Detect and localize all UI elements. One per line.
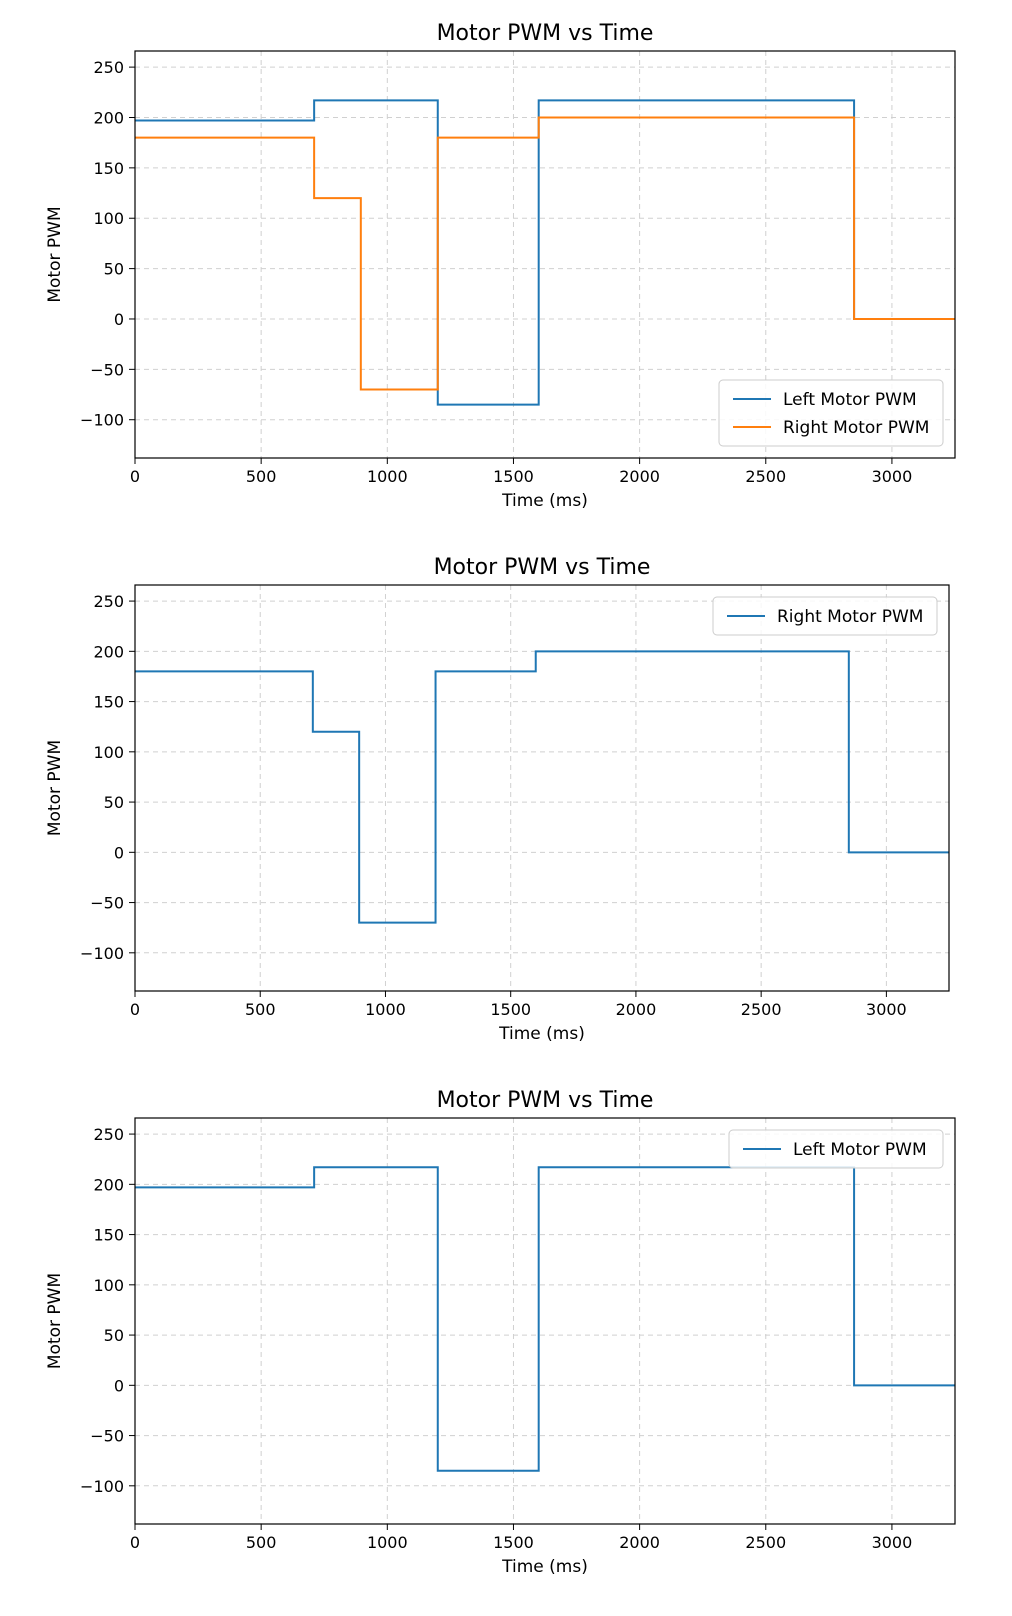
- chart-3: 0 500 1000 1500 2000 2500 3000 −100 −50 0 50 100 150…: [45, 1088, 956, 1577]
- legend-label: Right Motor PWM: [777, 607, 923, 627]
- y-tick-label: −100: [80, 411, 124, 430]
- plot-area: [135, 1118, 955, 1524]
- series-line-1: [135, 650, 949, 924]
- chart-title: Motor PWM vs Time: [437, 1088, 654, 1113]
- legend-box: [728, 1129, 944, 1169]
- y-tick-label: 150: [93, 693, 124, 712]
- legend-box: [718, 379, 944, 447]
- y-axis-label: Motor PWM: [45, 1273, 65, 1369]
- y-tick-label: 200: [93, 1175, 124, 1194]
- y-tick-label: 50: [104, 1326, 124, 1345]
- y-tick-label: −50: [90, 360, 124, 379]
- x-tick-label: 2500: [741, 1000, 782, 1019]
- x-axis-label: Time (ms): [501, 491, 588, 511]
- axes-frame: [134, 1117, 956, 1525]
- x-tick-label: 0: [130, 1000, 140, 1019]
- x-tick-label: 1500: [493, 467, 534, 486]
- chart-2: 0 500 1000 1500 2000 2500 3000 −100 −50 0 50 100 150…: [45, 555, 950, 1044]
- y-tick-label: 0: [114, 843, 124, 862]
- legend: Left Motor PWM: [728, 1129, 944, 1169]
- x-tick-label: 3000: [872, 467, 913, 486]
- legend-label: Left Motor PWM: [793, 1140, 927, 1160]
- x-tick-label: 1500: [493, 1533, 534, 1552]
- x-tick-label: 1000: [365, 1000, 406, 1019]
- x-tick-label: 3000: [866, 1000, 907, 1019]
- y-tick-label: 250: [93, 58, 124, 77]
- series-line-1: [135, 1166, 955, 1472]
- x-tick-label: 1500: [490, 1000, 531, 1019]
- x-tick-label: 2000: [616, 1000, 657, 1019]
- x-tick-label: 1000: [367, 1533, 408, 1552]
- chart-1: 0 500 1000 1500 2000 2500 3000 −100 −50 0 50 100 150…: [45, 21, 956, 511]
- plot-area: [135, 585, 949, 991]
- y-tick-label: 0: [114, 1376, 124, 1395]
- legend: Left Motor PWM Right Motor PWM: [718, 379, 944, 447]
- y-axis-label: Motor PWM: [45, 206, 65, 302]
- y-tick-label: 250: [93, 1125, 124, 1144]
- y-tick-label: 150: [93, 159, 124, 178]
- y-tick-label: 100: [93, 209, 124, 228]
- series-line-2: [135, 116, 955, 391]
- legend: Right Motor PWM: [712, 596, 938, 636]
- x-axis-label: Time (ms): [501, 1557, 588, 1577]
- chart-title: Motor PWM vs Time: [437, 21, 654, 46]
- y-tick-label: −50: [90, 1427, 124, 1446]
- x-tick-label: 1000: [367, 467, 408, 486]
- y-tick-label: 150: [93, 1226, 124, 1245]
- y-tick-label: −50: [90, 894, 124, 913]
- y-tick-label: 50: [104, 793, 124, 812]
- y-axis-label: Motor PWM: [45, 740, 65, 836]
- y-tick-label: 200: [93, 108, 124, 127]
- legend-label: Right Motor PWM: [783, 418, 929, 438]
- x-tick-label: 2500: [745, 467, 786, 486]
- x-tick-label: 2000: [619, 1533, 660, 1552]
- y-tick-label: 200: [93, 642, 124, 661]
- y-tick-label: 0: [114, 310, 124, 329]
- legend-label: Left Motor PWM: [783, 390, 917, 410]
- axes-frame: [134, 50, 956, 459]
- x-tick-label: 500: [245, 1000, 276, 1019]
- chart-title: Motor PWM vs Time: [434, 555, 651, 580]
- x-tick-label: 500: [246, 467, 277, 486]
- x-tick-label: 3000: [872, 1533, 913, 1552]
- y-tick-label: 100: [93, 743, 124, 762]
- y-tick-label: 100: [93, 1276, 124, 1295]
- y-tick-label: −100: [80, 944, 124, 963]
- y-tick-label: 250: [93, 592, 124, 611]
- legend-box: [712, 596, 938, 636]
- x-tick-label: 2500: [745, 1533, 786, 1552]
- axes-frame: [134, 584, 950, 992]
- y-tick-label: −100: [80, 1477, 124, 1496]
- x-tick-label: 500: [246, 1533, 277, 1552]
- x-axis-label: Time (ms): [498, 1024, 585, 1044]
- y-tick-label: 50: [104, 260, 124, 279]
- x-tick-label: 0: [130, 467, 140, 486]
- x-tick-label: 0: [130, 1533, 140, 1552]
- x-tick-label: 2000: [619, 467, 660, 486]
